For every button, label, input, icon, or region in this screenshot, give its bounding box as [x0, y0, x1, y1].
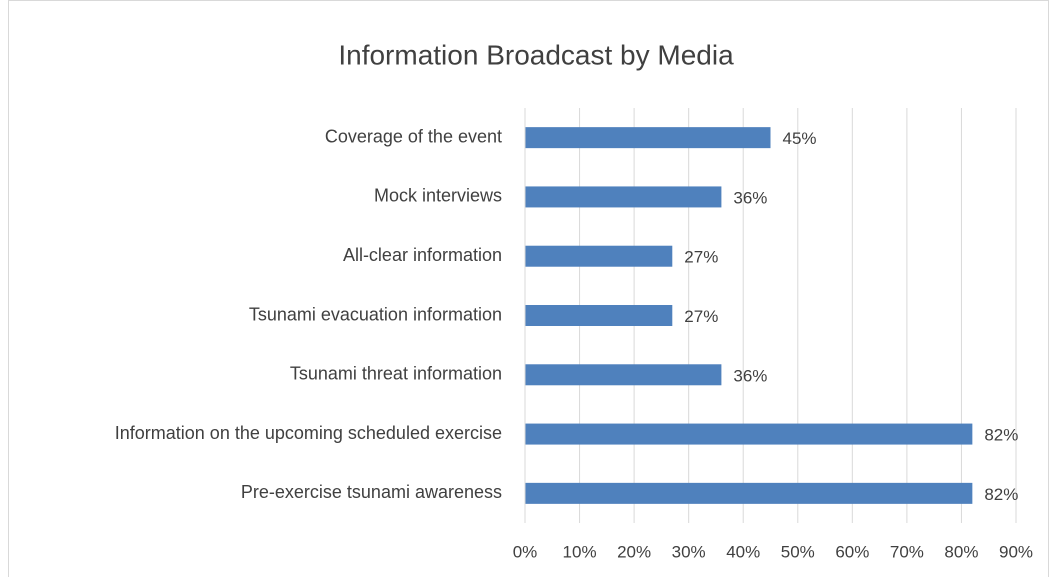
x-tick-label: 90%: [999, 542, 1033, 561]
data-label: 27%: [684, 307, 718, 326]
y-tick-label: All-clear information: [343, 245, 502, 265]
data-label: 82%: [984, 426, 1018, 445]
y-tick-label: Tsunami threat information: [290, 364, 502, 384]
data-label: 45%: [783, 129, 817, 148]
x-tick-label: 50%: [781, 542, 815, 561]
data-label: 27%: [684, 248, 718, 267]
y-tick-label: Coverage of the event: [325, 126, 502, 146]
bar: [525, 364, 722, 386]
bar: [525, 305, 673, 326]
y-tick-label: Tsunami evacuation information: [249, 304, 502, 324]
data-label: 36%: [733, 188, 767, 207]
x-tick-label: 60%: [835, 542, 869, 561]
x-tick-label: 30%: [672, 542, 706, 561]
chart-title: Information Broadcast by Media: [338, 39, 734, 70]
data-label: 82%: [984, 485, 1018, 504]
bar: [525, 423, 973, 445]
y-tick-label: Pre-exercise tsunami awareness: [241, 482, 502, 502]
bar: [525, 245, 673, 267]
x-tick-label: 70%: [890, 542, 924, 561]
bar: [525, 186, 722, 208]
bar: [525, 127, 771, 149]
data-label: 36%: [733, 366, 767, 385]
bar: [525, 482, 973, 504]
y-tick-label: Mock interviews: [374, 186, 502, 206]
x-tick-label: 40%: [726, 542, 760, 561]
y-tick-label: Information on the upcoming scheduled ex…: [115, 423, 502, 443]
x-tick-label: 10%: [563, 542, 597, 561]
x-tick-label: 0%: [513, 542, 538, 561]
x-tick-label: 20%: [617, 542, 651, 561]
chart-border: [8, 0, 1049, 577]
x-tick-label: 80%: [944, 542, 978, 561]
